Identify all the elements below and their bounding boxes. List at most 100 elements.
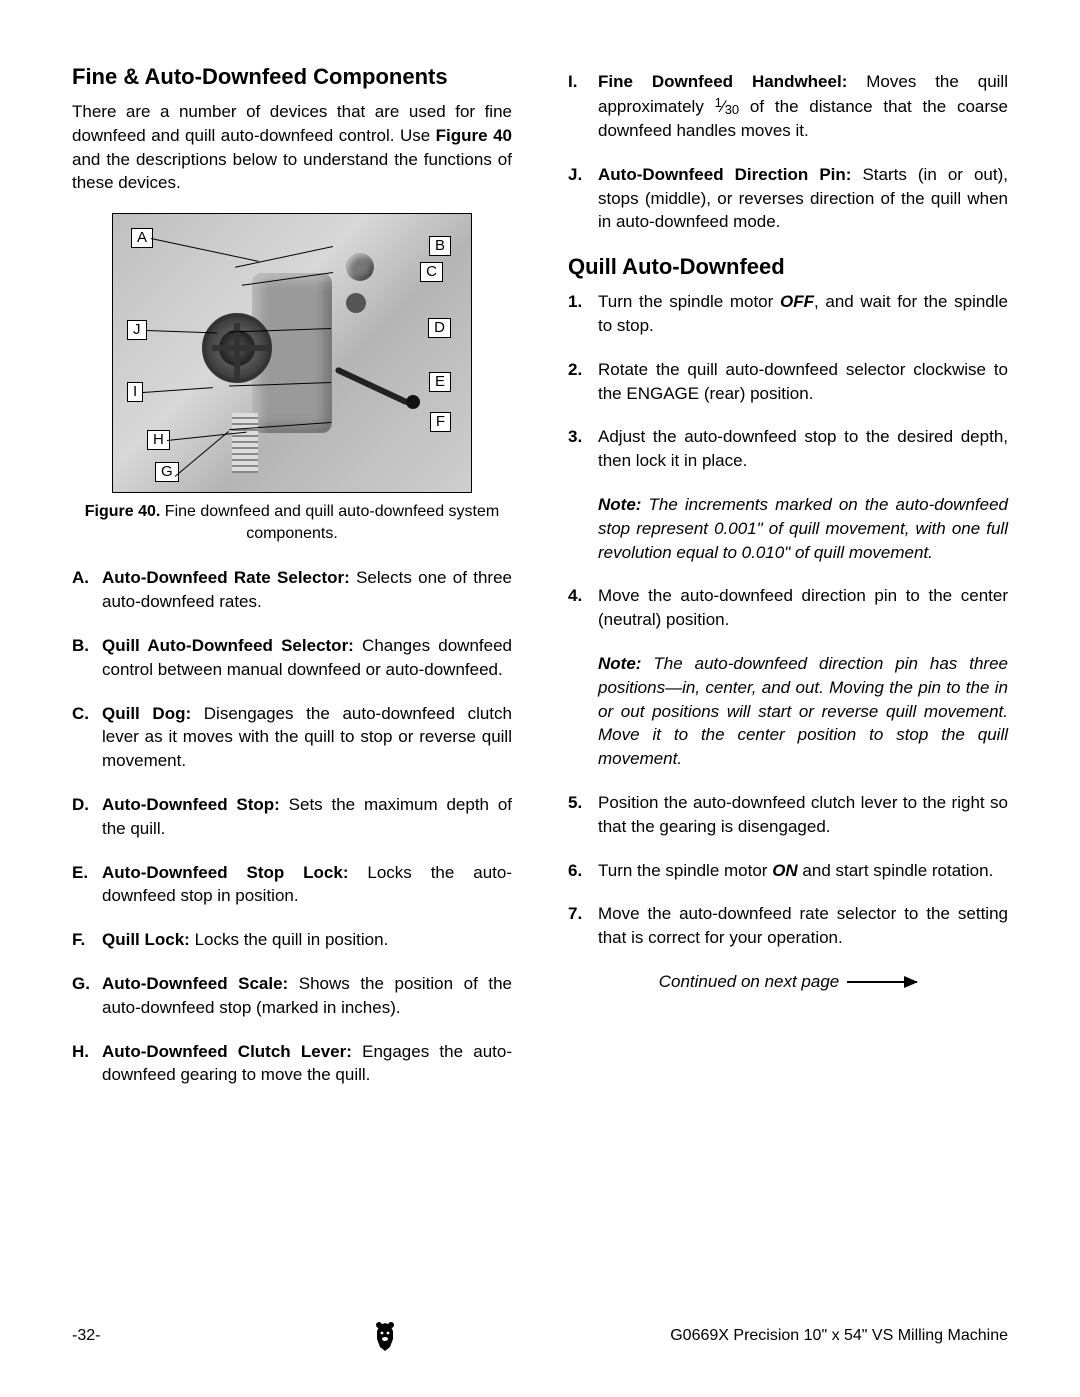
step-number: 7. [568,902,598,950]
callout-J: J [127,320,147,340]
step: 7.Move the auto-downfeed rate selector t… [568,902,1008,950]
step-number: 1. [568,290,598,338]
step-bold: ON [772,861,798,880]
def-letter: H. [72,1040,102,1088]
scale-icon [232,413,258,473]
figure-caption: Figure 40. Fine downfeed and quill auto-… [72,501,512,544]
step-number: 6. [568,859,598,883]
def-letter: D. [72,793,102,841]
callout-C: C [420,262,443,282]
def-term: Auto-Downfeed Clutch Lever: [102,1042,352,1061]
callout-G: G [155,462,179,482]
callout-D: D [428,318,451,338]
arrow-right-icon [847,981,917,983]
def-item: E.Auto-Downfeed Stop Lock: Locks the aut… [72,861,512,909]
callout-B: B [429,236,451,256]
step-text: Turn the spindle motor ON and start spin… [598,859,1008,883]
def-text: Quill Auto-Downfeed Selector: Changes do… [102,634,512,682]
def-item: G.Auto-Downfeed Scale: Shows the positio… [72,972,512,1020]
step-text: Position the auto-downfeed clutch lever … [598,791,1008,839]
right-column: I. Fine Downfeed Handwheel: Moves the qu… [568,64,1008,1107]
step-text: Move the auto-downfeed rate selector to … [598,902,1008,950]
def-letter: I. [568,70,598,143]
note-label: Note: [598,495,641,514]
left-column: Fine & Auto-Downfeed Components There ar… [72,64,512,1107]
step: 3.Adjust the auto-downfeed stop to the d… [568,425,1008,473]
knob-icon [346,253,374,281]
def-letter: J. [568,163,598,234]
step: 5.Position the auto-downfeed clutch leve… [568,791,1008,839]
def-term: Auto-Downfeed Direction Pin: [598,165,851,184]
step-number: 5. [568,791,598,839]
def-desc: Locks the quill in position. [190,930,388,949]
def-letter: B. [72,634,102,682]
step: 4.Move the auto-downfeed direction pin t… [568,584,1008,632]
def-item: I. Fine Downfeed Handwheel: Moves the qu… [568,70,1008,143]
continued-indicator: Continued on next page [568,970,1008,994]
def-item: H.Auto-Downfeed Clutch Lever: Engages th… [72,1040,512,1088]
knob-icon [346,293,366,313]
note: Note: The increments marked on the auto-… [598,493,1008,564]
step: 6.Turn the spindle motor ON and start sp… [568,859,1008,883]
page-columns: Fine & Auto-Downfeed Components There ar… [72,64,1008,1107]
def-item: B.Quill Auto-Downfeed Selector: Changes … [72,634,512,682]
def-text: Quill Dog: Disengages the auto-downfeed … [102,702,512,773]
step-bold: OFF [780,292,814,311]
definition-list-right: I. Fine Downfeed Handwheel: Moves the qu… [568,70,1008,234]
step-text: Turn the spindle motor OFF, and wait for… [598,290,1008,338]
def-text: Auto-Downfeed Direction Pin: Starts (in … [598,163,1008,234]
fraction: 1⁄30 [715,97,740,116]
def-text: Auto-Downfeed Stop: Sets the maximum dep… [102,793,512,841]
step-text: Adjust the auto-downfeed stop to the des… [598,425,1008,473]
section-heading-components: Fine & Auto-Downfeed Components [72,64,512,90]
handwheel-icon [202,313,272,383]
def-text: Quill Lock: Locks the quill in position. [102,928,512,952]
figure-40-image: A B C D E F G H I J [112,213,472,493]
continued-text: Continued on next page [659,970,840,994]
def-text: Auto-Downfeed Stop Lock: Locks the auto-… [102,861,512,909]
def-term: Auto-Downfeed Scale: [102,974,288,993]
def-term: Auto-Downfeed Stop: [102,795,280,814]
callout-F: F [430,412,451,432]
step-text: Move the auto-downfeed direction pin to … [598,584,1008,632]
def-text: Auto-Downfeed Clutch Lever: Engages the … [102,1040,512,1088]
note-text: The auto-downfeed direction pin has thre… [598,654,1008,768]
step-text-part: Turn the spindle motor [598,292,780,311]
caption-label: Figure 40. [85,503,161,520]
lever-ball-icon [406,395,420,409]
fraction-num: 1 [715,95,722,110]
def-term: Auto-Downfeed Stop Lock: [102,863,349,882]
intro-post: and the descriptions below to understand… [72,150,512,193]
step: 1.Turn the spindle motor OFF, and wait f… [568,290,1008,338]
def-item: F.Quill Lock: Locks the quill in positio… [72,928,512,952]
def-letter: E. [72,861,102,909]
caption-text: Fine downfeed and quill auto-downfeed sy… [160,503,499,542]
def-item: A.Auto-Downfeed Rate Selector: Selects o… [72,566,512,614]
def-text: Auto-Downfeed Scale: Shows the position … [102,972,512,1020]
step-number: 3. [568,425,598,473]
def-item: D.Auto-Downfeed Stop: Sets the maximum d… [72,793,512,841]
note-text: The increments marked on the auto-downfe… [598,495,1008,562]
def-term: Auto-Downfeed Rate Selector: [102,568,350,587]
callout-I: I [127,382,143,402]
note-label: Note: [598,654,641,673]
procedure-steps: 1.Turn the spindle motor OFF, and wait f… [568,290,1008,994]
note: Note: The auto-downfeed direction pin ha… [598,652,1008,771]
def-term: Quill Auto-Downfeed Selector: [102,636,354,655]
def-letter: C. [72,702,102,773]
step-number: 4. [568,584,598,632]
def-item: J. Auto-Downfeed Direction Pin: Starts (… [568,163,1008,234]
callout-E: E [429,372,451,392]
def-letter: G. [72,972,102,1020]
def-text: Auto-Downfeed Rate Selector: Selects one… [102,566,512,614]
section-heading-quill: Quill Auto-Downfeed [568,254,1008,280]
step: 2.Rotate the quill auto-downfeed selecto… [568,358,1008,406]
page-number: -32- [72,1327,100,1345]
definition-list-left: A.Auto-Downfeed Rate Selector: Selects o… [72,566,512,1087]
def-term: Quill Dog: [102,704,191,723]
step-text: Rotate the quill auto-downfeed selector … [598,358,1008,406]
def-term: Quill Lock: [102,930,190,949]
intro-figure-ref: Figure 40 [436,126,512,145]
fraction-den: 30 [725,102,739,117]
intro-paragraph: There are a number of devices that are u… [72,100,512,195]
